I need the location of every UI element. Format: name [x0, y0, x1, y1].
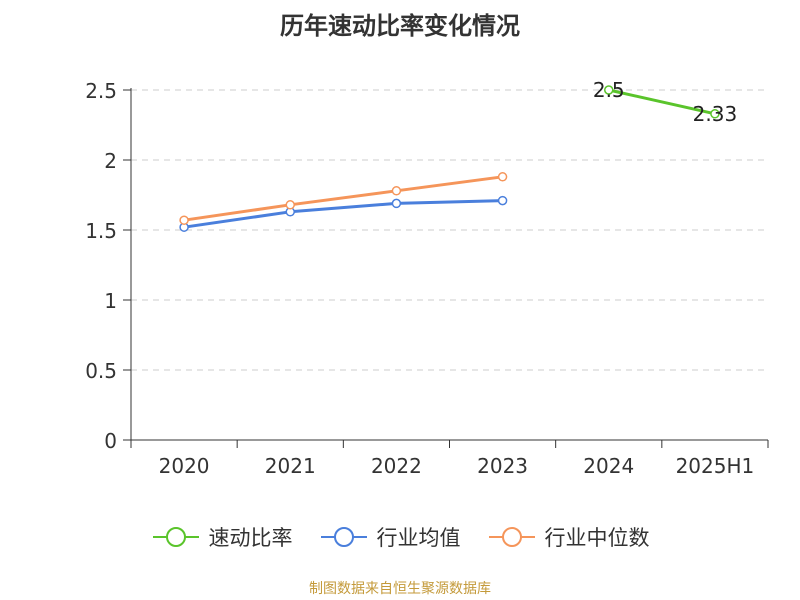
y-tick-label: 2 [104, 149, 117, 173]
data-point [604, 85, 614, 95]
y-tick-label: 0.5 [85, 359, 117, 383]
series-line-1 [183, 199, 503, 229]
legend-label: 行业中位数 [544, 526, 650, 550]
x-tick-label: 2022 [371, 454, 422, 478]
data-point [391, 186, 402, 196]
legend-label: 速动比率 [208, 526, 293, 550]
legend-symbol [488, 527, 535, 547]
legend-symbol [152, 527, 199, 547]
series-line-2 [183, 175, 503, 222]
series-line-0 [608, 88, 716, 116]
data-label: 2.5 [593, 78, 625, 102]
y-tick-label: 0 [104, 429, 117, 453]
data-label: 2.33 [693, 102, 738, 126]
legend-item-1[interactable]: 行业均值 [319, 522, 461, 552]
data-point [497, 195, 508, 206]
x-tick-label: 2021 [265, 454, 316, 478]
legend-symbol [320, 527, 367, 547]
legend-item-0[interactable]: 速动比率 [151, 522, 293, 552]
legend-label: 行业均值 [376, 526, 461, 550]
x-tick-label: 2025H1 [676, 454, 755, 478]
data-point [497, 172, 508, 182]
chart-title: 历年速动比率变化情况 [280, 12, 520, 40]
data-point [179, 215, 189, 225]
legend-item-2[interactable]: 行业中位数 [487, 522, 650, 552]
x-tick-label: 2023 [477, 454, 528, 478]
y-tick-label: 1.5 [85, 219, 117, 243]
y-tick-label: 2.5 [85, 79, 117, 103]
source-note: 制图数据来自恒生聚源数据库 [309, 581, 491, 597]
data-point [710, 109, 720, 119]
data-point [391, 198, 402, 209]
legend: 速动比率 行业均值 行业中位数 [0, 520, 800, 554]
data-point [285, 200, 295, 210]
x-tick-label: 2020 [159, 454, 210, 478]
x-tick-label: 2024 [583, 454, 634, 478]
y-tick-label: 1 [104, 289, 117, 313]
